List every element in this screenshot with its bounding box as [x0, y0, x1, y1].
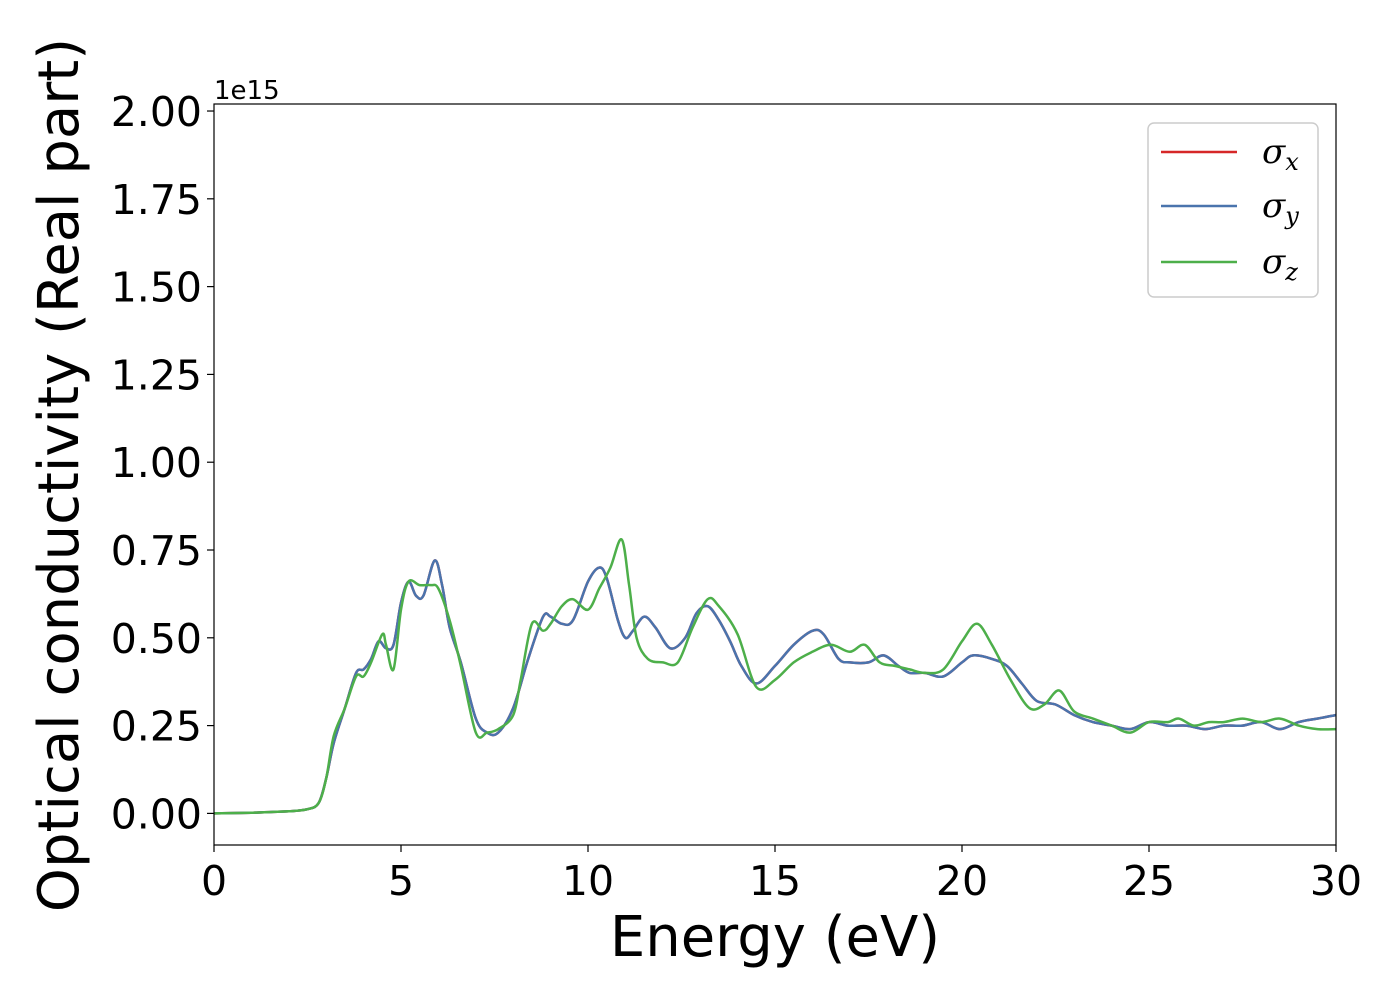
y-axis-label: Optical conductivity (Real part) [27, 38, 92, 912]
x-axis-label: Energy (eV) [610, 905, 940, 970]
x-tick-label: 30 [1310, 857, 1362, 905]
series-line-sigma-z [213, 538, 1337, 815]
x-tick-label: 0 [201, 857, 227, 905]
series-line-sigma-y [213, 559, 1337, 815]
x-tick-label: 20 [936, 857, 988, 905]
y-tick-label: 0.00 [111, 790, 202, 838]
y-tick-label: 1.75 [111, 176, 202, 224]
y-offset-label: 1e15 [214, 76, 280, 106]
legend-subscript: z [1284, 258, 1298, 286]
y-tick-label: 0.25 [111, 703, 202, 751]
series-group [213, 538, 1337, 815]
legend-entry-sigma-x: σx [1262, 132, 1299, 176]
legend-box [1147, 122, 1319, 298]
y-tick-label: 2.00 [111, 88, 202, 136]
legend-subscript: y [1284, 202, 1299, 230]
legend-symbol: σ [1262, 186, 1286, 226]
legend-subscript: x [1285, 148, 1299, 176]
legend-symbol: σ [1262, 242, 1286, 282]
y-tick-label: 1.50 [111, 264, 202, 312]
y-tick-label: 1.25 [111, 351, 202, 399]
x-tick-label: 5 [388, 857, 414, 905]
y-tick-label: 0.50 [111, 615, 202, 663]
x-axis-ticks: 0 5 10 15 20 25 30 [201, 845, 1362, 905]
legend: σx σy σz [1147, 122, 1319, 298]
y-tick-label: 1.00 [111, 439, 202, 487]
y-tick-label: 0.75 [111, 527, 202, 575]
legend-entry-sigma-y: σy [1262, 186, 1299, 230]
y-axis-ticks: 0.00 0.25 0.50 0.75 1.00 1.25 1.50 1.75 2.00 [111, 88, 214, 838]
x-tick-label: 15 [749, 857, 801, 905]
x-tick-label: 25 [1123, 857, 1175, 905]
legend-entry-sigma-z: σz [1262, 242, 1298, 286]
legend-symbol: σ [1262, 132, 1286, 172]
x-tick-label: 10 [562, 857, 614, 905]
